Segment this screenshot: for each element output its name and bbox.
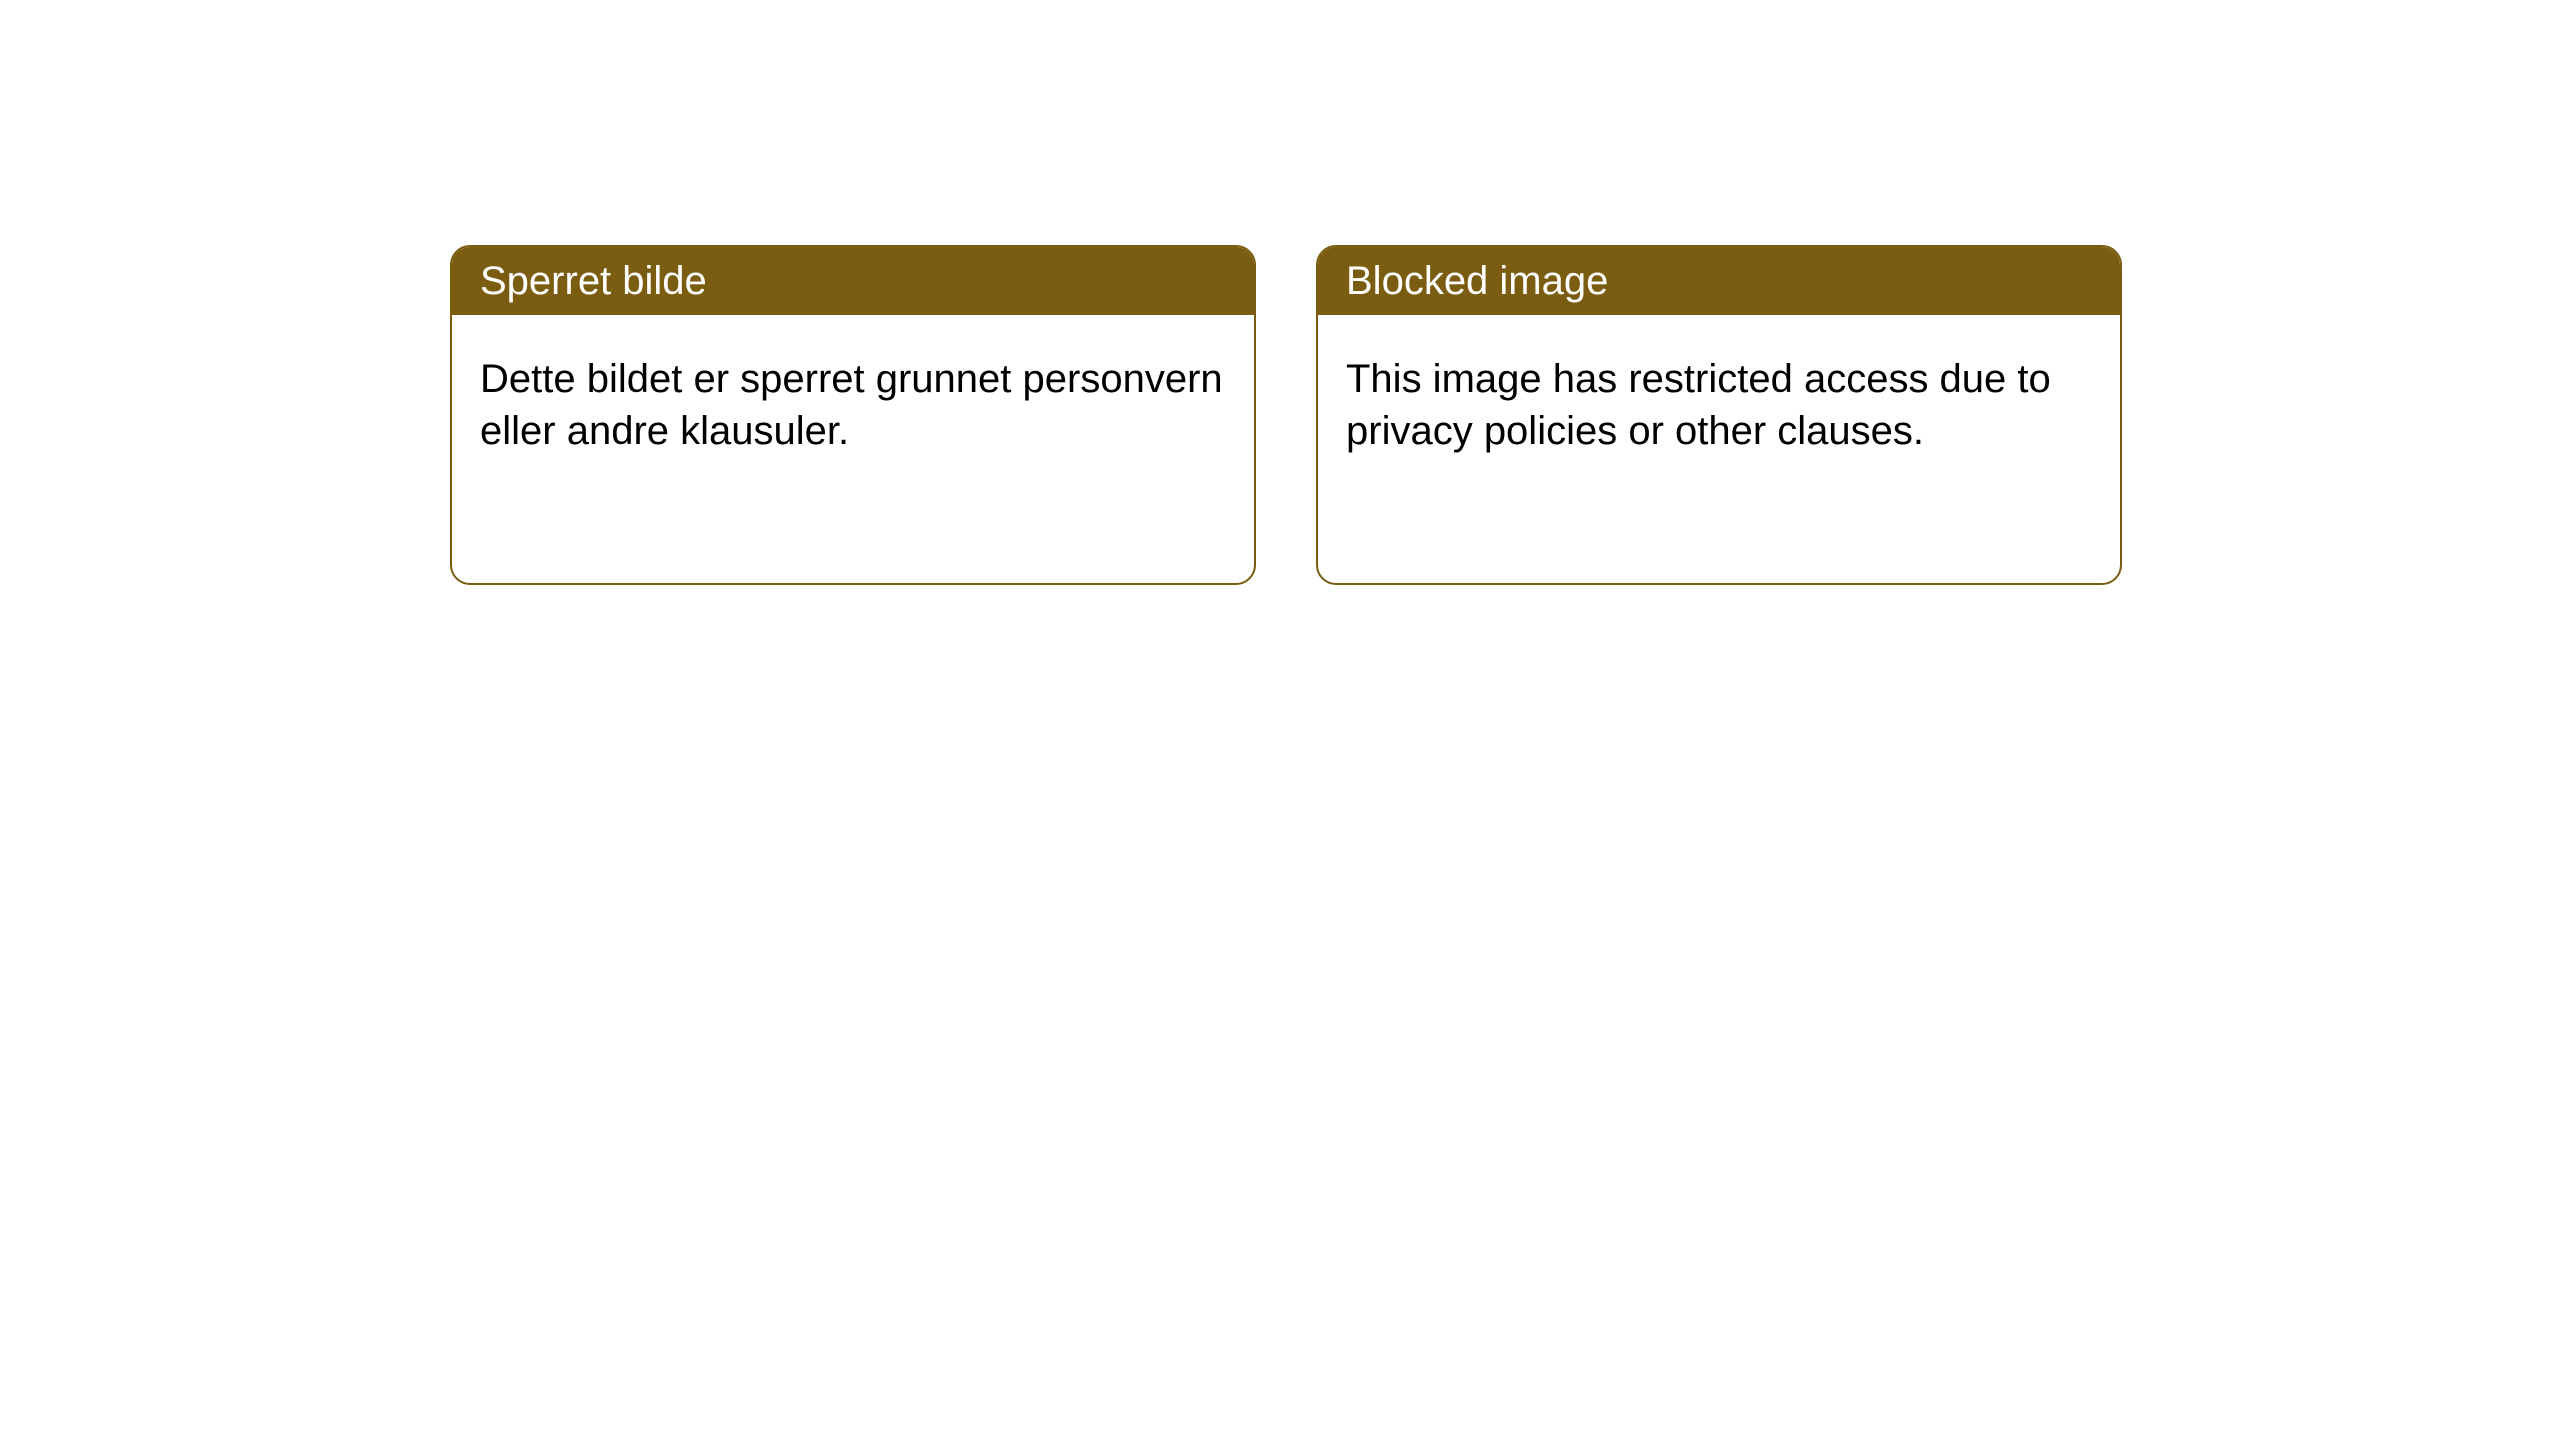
notice-card-english: Blocked image This image has restricted … [1316, 245, 2122, 585]
card-body-text: Dette bildet er sperret grunnet personve… [480, 357, 1223, 453]
notice-card-norwegian: Sperret bilde Dette bildet er sperret gr… [450, 245, 1256, 585]
card-header: Sperret bilde [452, 247, 1254, 315]
card-header: Blocked image [1318, 247, 2120, 315]
card-title: Sperret bilde [480, 259, 707, 303]
notice-container: Sperret bilde Dette bildet er sperret gr… [0, 0, 2560, 585]
card-title: Blocked image [1346, 259, 1608, 303]
card-body: Dette bildet er sperret grunnet personve… [452, 315, 1254, 495]
card-body: This image has restricted access due to … [1318, 315, 2120, 495]
card-body-text: This image has restricted access due to … [1346, 357, 2051, 453]
